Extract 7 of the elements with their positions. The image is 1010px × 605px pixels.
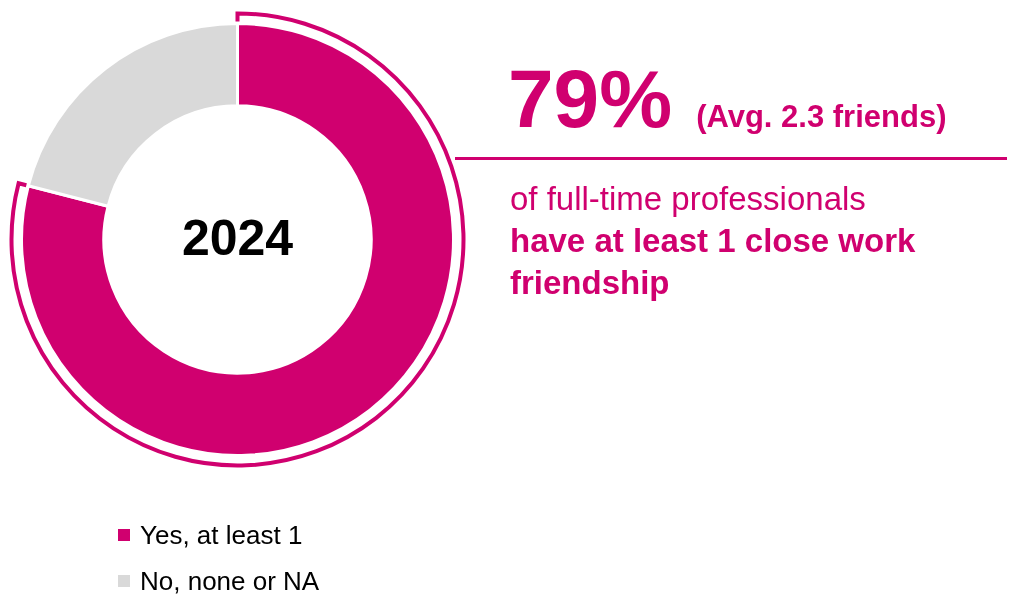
legend-label: No, none or NA — [140, 566, 320, 596]
text: have at least 1 close work friendship — [510, 221, 917, 303]
text: (Avg. 2.3 friends) — [696, 99, 947, 134]
text: of full-time professionals — [510, 179, 867, 219]
text: 79% — [508, 53, 673, 144]
legend-label: Yes, at least 1 — [140, 520, 303, 550]
text: 2024 — [181, 210, 294, 267]
